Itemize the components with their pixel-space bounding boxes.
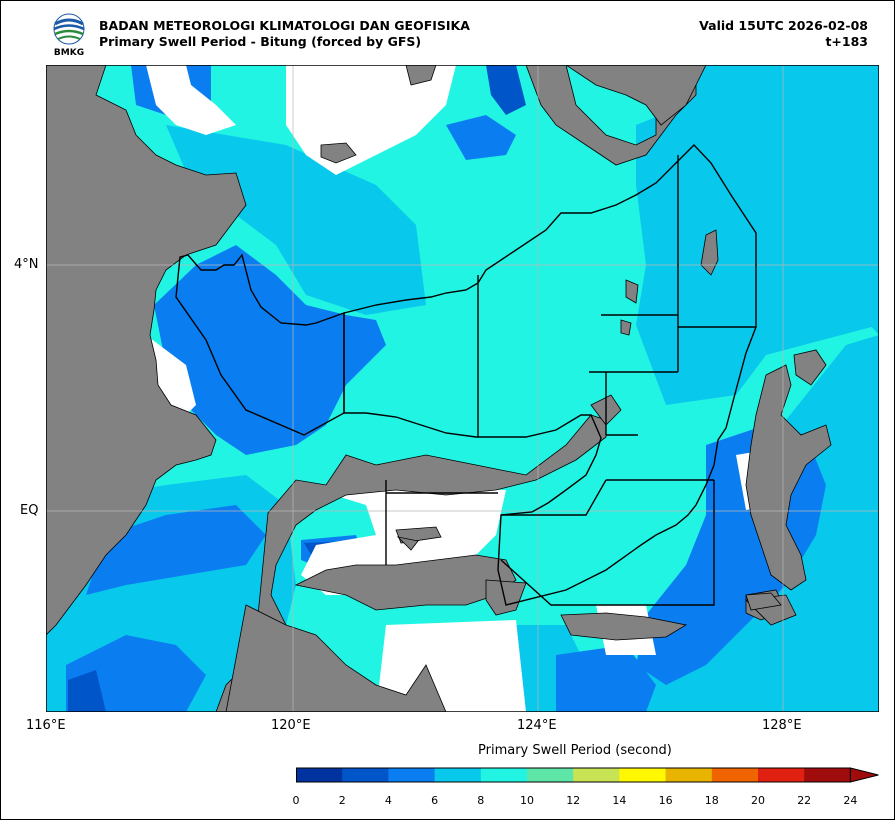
svg-text:BMKG: BMKG: [54, 48, 84, 58]
colorbar-label: 14: [612, 794, 627, 807]
zone-tomini: [385, 480, 498, 565]
sea-6-8-northeast: [636, 65, 879, 405]
x-tick-120e: 120°E: [271, 718, 311, 733]
island-1: [625, 279, 639, 304]
island-2: [620, 319, 632, 336]
bmkg-logo: BMKG: [50, 12, 88, 58]
colorbar-segment: [804, 768, 851, 782]
sea-4-6-west: [154, 245, 386, 455]
colorbar-segment: [665, 768, 713, 782]
map-gridlines: [46, 65, 879, 712]
colorbar-label: 12: [566, 794, 581, 807]
colorbar-segment: [573, 768, 620, 782]
colorbar-segment: [758, 768, 805, 782]
colorbar-segment: [619, 768, 667, 782]
colorbar-segment: [296, 768, 343, 782]
sulawesi-east-land: [294, 554, 517, 611]
colorbar-label: 4: [384, 794, 392, 807]
y-tick-eq: EQ: [20, 503, 39, 518]
valid-time: Valid 15UTC 2026-02-08: [699, 18, 868, 33]
product-title: Primary Swell Period - Bitung (forced by…: [99, 34, 422, 49]
agency-title: BADAN METEOROLOGI KLIMATOLOGI DAN GEOFIS…: [99, 18, 470, 33]
sea-4-6-south: [556, 645, 656, 712]
mindanao-north: [565, 65, 707, 126]
sea-4-6-northcentral: [446, 115, 516, 160]
zone-center: [343, 143, 757, 606]
sulu-islands: [320, 142, 357, 164]
colorbar-segment: [527, 768, 574, 782]
header-right: Valid 15UTC 2026-02-08 t+183: [699, 18, 868, 50]
colorbar-title: Primary Swell Period (second): [478, 743, 672, 758]
morotai-island: [793, 349, 827, 386]
north-islands: [405, 65, 437, 86]
sea-6-8-northwest: [166, 125, 426, 315]
colorbar-border: [296, 767, 851, 783]
y-tick-4n: 4°N: [14, 257, 39, 272]
tomini-island-2: [396, 536, 419, 551]
banggai-islands: [485, 579, 527, 616]
colorbar-label: 24: [843, 794, 858, 807]
colorbar-segment: [342, 768, 389, 782]
sea-2-4-southwest: [68, 670, 106, 712]
colorbar-segment: [388, 768, 436, 782]
colorbar: [296, 767, 879, 783]
colorbar-extend-arrow: [849, 767, 879, 783]
colorbar-segment: [711, 768, 759, 782]
land-masses: [46, 65, 832, 712]
colorbar-label: 0: [292, 794, 300, 807]
zone-west: [175, 253, 345, 436]
zone-boundaries: [175, 143, 757, 606]
bacan-island: [745, 592, 782, 611]
zone-south: [500, 479, 715, 606]
colorbar-label: 10: [520, 794, 534, 807]
header-left: BADAN METEOROLOGI KLIMATOLOGI DAN GEOFIS…: [99, 18, 470, 50]
colorbar-label: 20: [751, 794, 765, 807]
sula-islands: [560, 612, 688, 641]
colorbar-label: 18: [704, 794, 719, 807]
talaud-island: [700, 229, 719, 276]
colorbar-label: 16: [658, 794, 673, 807]
borneo-land: [46, 65, 247, 636]
colorbar-label: 22: [797, 794, 812, 807]
halmahera-land: [745, 364, 832, 591]
lead-time: t+183: [825, 34, 868, 49]
swell-period-map: [46, 65, 879, 712]
sulawesi-south-land: [225, 604, 447, 712]
sea-2-4-north: [486, 65, 526, 115]
x-tick-124e: 124°E: [517, 718, 557, 733]
colorbar-label: 2: [338, 794, 346, 807]
colorbar-segment: [434, 768, 482, 782]
colorbar-segment: [480, 768, 528, 782]
colorbar-label: 8: [477, 794, 485, 807]
nodata-north-coast: [146, 65, 236, 135]
colorbar-label: 6: [431, 794, 439, 807]
x-tick-128e: 128°E: [762, 718, 802, 733]
x-tick-116e: 116°E: [26, 718, 66, 733]
